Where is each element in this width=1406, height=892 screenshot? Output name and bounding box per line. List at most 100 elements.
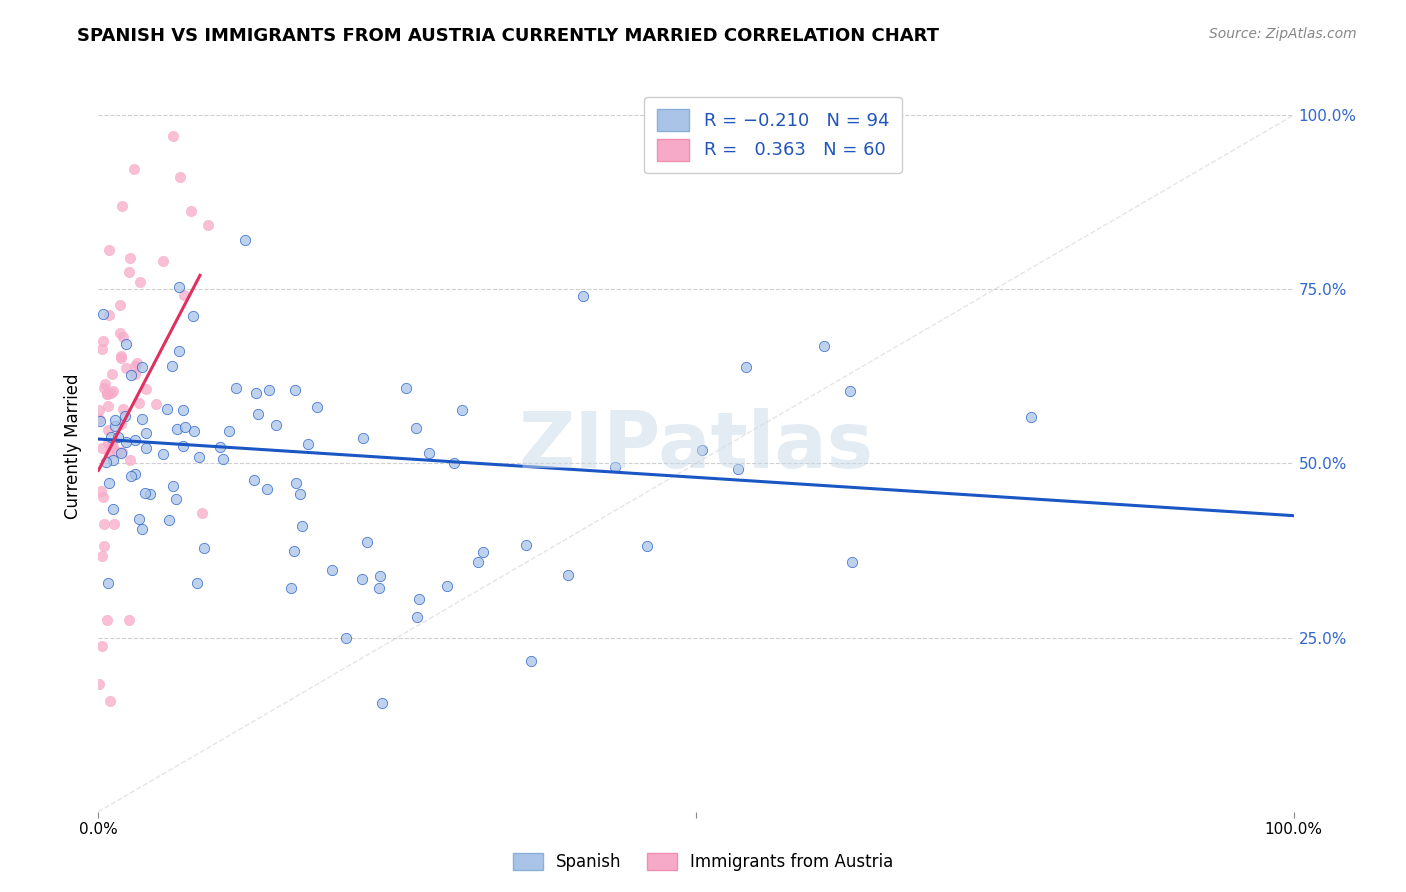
Point [103,517,125,532]
Point [128,396,150,410]
Point [636,540,658,554]
Point [115,434,138,449]
Point [87,403,110,417]
Point [93,376,115,391]
Point [124,433,146,447]
Point [122,161,145,176]
Point [1019,409,1042,424]
Point [186,576,208,591]
Point [118,613,141,627]
Point [193,541,215,556]
Point [134,486,156,500]
Point [515,538,537,552]
Point [169,169,191,184]
Point [91,490,114,504]
Point [145,397,167,411]
Point [97,399,120,413]
Point [520,654,543,668]
Point [131,522,153,536]
Point [110,351,132,365]
Point [97,423,120,437]
Point [152,446,174,460]
Point [124,467,146,482]
Point [104,412,127,426]
Legend: Spanish, Immigrants from Austria: Spanish, Immigrants from Austria [505,845,901,880]
Point [101,436,124,450]
Point [93,381,115,395]
Point [557,568,579,582]
Point [111,444,134,458]
Point [166,422,188,436]
Point [173,288,195,302]
Point [120,469,142,483]
Point [91,334,114,349]
Point [418,445,440,459]
Point [101,502,124,516]
Point [87,677,110,691]
Point [352,572,374,586]
Point [139,486,162,500]
Point [284,383,307,397]
Point [100,430,122,444]
Point [118,265,141,279]
Point [124,359,146,373]
Point [838,384,860,399]
Point [162,359,184,373]
Point [100,386,122,401]
Point [97,475,120,490]
Point [98,446,121,460]
Point [436,579,458,593]
Point [91,307,114,321]
Point [90,343,112,357]
Point [108,326,131,340]
Point [256,482,278,496]
Point [408,591,430,606]
Point [135,425,157,440]
Point [131,360,153,375]
Point [135,442,157,456]
Point [128,512,150,526]
Point [108,298,131,312]
Point [471,545,494,559]
Point [97,436,120,450]
Point [335,631,357,645]
Point [183,424,205,438]
Point [467,555,489,569]
Point [91,549,114,563]
Text: SPANISH VS IMMIGRANTS FROM AUSTRIA CURRENTLY MARRIED CORRELATION CHART: SPANISH VS IMMIGRANTS FROM AUSTRIA CURRE… [77,27,939,45]
Point [370,696,392,710]
Point [245,385,267,400]
Point [96,387,118,401]
Point [297,436,319,450]
Point [107,445,129,459]
Point [264,417,287,432]
Point [395,381,418,395]
Point [305,400,328,414]
Point [101,384,124,399]
Point [218,424,240,438]
Point [197,218,219,232]
Point [209,440,232,454]
Point [225,381,247,395]
Point [283,543,305,558]
Point [735,360,758,375]
Point [172,439,194,453]
Point [166,491,188,506]
Point [110,446,132,460]
Point [173,419,195,434]
Point [443,456,465,470]
Point [110,417,132,431]
Point [94,455,117,469]
Point [97,309,120,323]
Point [603,459,626,474]
Text: Source: ZipAtlas.com: Source: ZipAtlas.com [1209,27,1357,41]
Point [96,387,118,401]
Point [188,450,211,464]
Point [167,279,190,293]
Point [212,451,235,466]
Point [135,382,157,396]
Point [157,513,180,527]
Point [93,539,115,553]
Point [128,275,150,289]
Point [93,517,115,532]
